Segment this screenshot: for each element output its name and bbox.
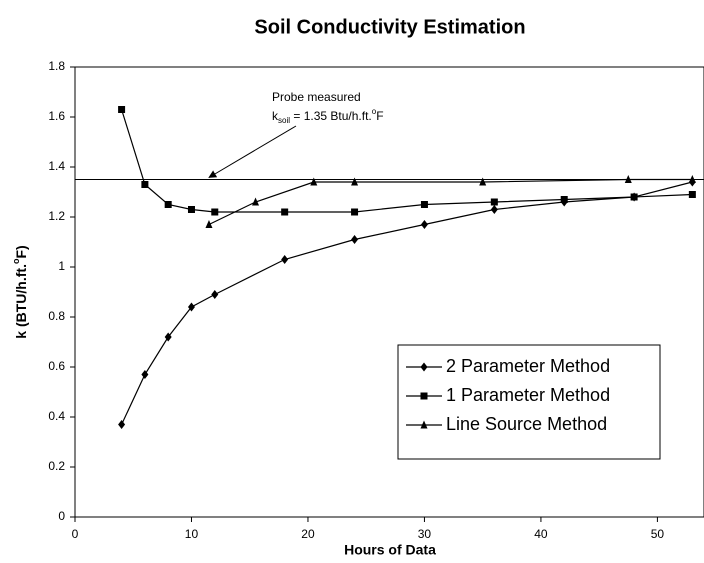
y-tick-label: 1.4	[48, 159, 65, 173]
y-tick-label: 0.4	[48, 409, 65, 423]
annotation-line1: Probe measured	[272, 90, 361, 104]
marker-diamond	[211, 290, 219, 299]
marker-triangle	[624, 175, 632, 183]
marker-square	[211, 208, 219, 216]
y-label-sup: o	[11, 258, 21, 264]
annotation-sup: o	[372, 107, 377, 116]
marker-diamond	[281, 255, 289, 264]
x-tick-label: 40	[534, 527, 548, 541]
annotation-mid: = 1.35 Btu/h.ft.	[290, 109, 372, 123]
marker-square	[141, 181, 149, 188]
marker-triangle	[252, 197, 260, 206]
legend-text: 2 Parameter Method	[446, 356, 610, 376]
marker-diamond	[351, 235, 359, 244]
marker-diamond	[187, 302, 195, 312]
y-tick-label: 0.8	[48, 309, 65, 323]
x-tick-label: 50	[651, 527, 665, 541]
marker-square	[187, 206, 195, 213]
legend-box	[397, 344, 661, 460]
x-tick-label: 20	[301, 527, 315, 541]
marker-diamond	[420, 362, 428, 372]
annotation-end: F	[376, 109, 383, 123]
annotation-sub: soil	[278, 116, 290, 125]
marker-diamond	[141, 370, 149, 379]
marker-square	[164, 201, 172, 208]
y-tick-label: 1	[58, 259, 65, 273]
marker-triangle	[310, 177, 318, 186]
marker-square	[420, 201, 428, 208]
marker-triangle	[420, 420, 428, 429]
y-axis-label: k (BTU/h.ft.oF)	[11, 245, 28, 338]
annotation-line2: ksoil = 1.35 Btu/h.ft.oF	[272, 107, 384, 125]
marker-diamond	[420, 220, 428, 229]
marker-triangle	[205, 220, 213, 228]
marker-square	[560, 196, 568, 203]
marker-square	[688, 191, 696, 198]
annotation-arrow	[208, 125, 297, 178]
plot-frame	[74, 66, 704, 518]
marker-square	[118, 106, 126, 113]
marker-diamond	[164, 332, 172, 342]
y-tick-label: 1.6	[48, 109, 65, 123]
x-tick-label: 10	[185, 527, 199, 541]
x-tick-label: 0	[72, 527, 79, 541]
annotation-k: k	[272, 109, 279, 123]
marker-triangle	[351, 177, 359, 186]
marker-diamond	[490, 205, 498, 214]
legend-text: 1 Parameter Method	[446, 385, 610, 405]
marker-square	[281, 208, 289, 216]
y-label-end: F)	[13, 245, 29, 258]
marker-square	[351, 208, 359, 216]
series-line	[208, 178, 693, 226]
y-tick-label: 1.8	[48, 59, 65, 73]
marker-diamond	[118, 420, 126, 429]
marker-triangle	[479, 177, 487, 186]
y-tick-label: 1.2	[48, 209, 65, 223]
marker-triangle	[688, 175, 696, 183]
series-line	[121, 109, 693, 213]
marker-square	[420, 392, 428, 400]
chart-title: Soil Conductivity Estimation	[254, 16, 525, 38]
legend-text: Line Source Method	[446, 414, 607, 434]
series-line	[121, 181, 693, 425]
y-tick-label: 0	[58, 509, 65, 523]
x-axis-label: Hours of Data	[344, 542, 436, 558]
marker-square	[490, 198, 498, 206]
marker-square	[630, 193, 638, 201]
x-tick-label: 30	[418, 527, 432, 541]
y-tick-label: 0.2	[48, 459, 65, 473]
y-tick-label: 0.6	[48, 359, 65, 373]
y-label-main: k (BTU/h.ft.	[13, 264, 29, 339]
